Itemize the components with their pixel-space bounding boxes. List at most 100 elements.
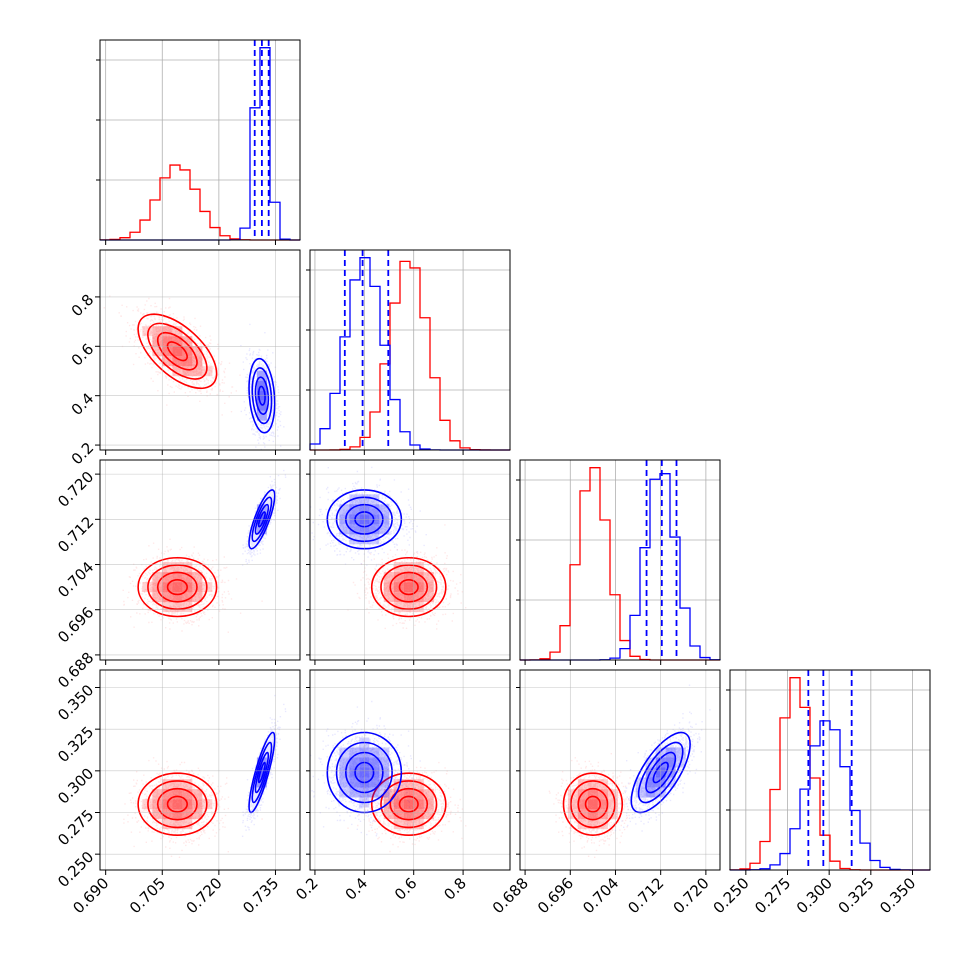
contour-series-1: [254, 503, 270, 535]
density-cell: [192, 572, 203, 583]
density-cell: [403, 809, 414, 820]
scatter-series-1: [614, 684, 711, 832]
density-cell: [172, 562, 183, 573]
density-cell: [665, 757, 676, 768]
density-cell: [172, 779, 183, 790]
y-tick-label: 0.300: [54, 764, 97, 807]
y-tick-label: 0.720: [54, 468, 97, 511]
density-cell: [182, 336, 193, 347]
contour-series-1: [248, 357, 276, 434]
y-tick-label: 0.325: [54, 723, 97, 766]
x-tick-label: 0.325: [835, 874, 878, 917]
density-cell: [587, 799, 598, 810]
contour-series-0: [370, 772, 447, 836]
density-cell: [256, 767, 267, 778]
density-cell: [162, 789, 173, 800]
contour-series-1: [645, 751, 677, 794]
density-cell: [403, 789, 414, 800]
density-cell: [369, 524, 380, 535]
density-cell: [393, 779, 404, 790]
density-cell: [182, 346, 193, 357]
contour-series-0: [156, 331, 198, 371]
density-cell: [162, 346, 173, 357]
density-cell: [182, 592, 193, 603]
density-cell: [162, 572, 173, 583]
density-cell: [349, 524, 360, 535]
density-cell: [152, 572, 163, 583]
density-cell: [162, 779, 173, 790]
density-cell: [162, 326, 173, 337]
density-cell: [635, 787, 646, 798]
panel-background: [310, 250, 510, 450]
x-tick-label: 0.688: [489, 874, 532, 917]
panel-frame: [99, 249, 301, 451]
contour-series-1: [652, 761, 669, 784]
density-cell: [567, 799, 578, 810]
panel-frame: [519, 669, 721, 871]
density-cell: [192, 346, 203, 357]
panel-content: [123, 694, 287, 858]
density-cell: [172, 366, 183, 377]
density-cell: [369, 787, 380, 798]
x-tick-label: 0.720: [183, 874, 226, 917]
density-cell: [152, 809, 163, 820]
density-cell: [413, 819, 424, 830]
density-cell: [349, 747, 360, 758]
density-cell: [182, 819, 193, 830]
density-cell: [172, 809, 183, 820]
density-cell: [152, 592, 163, 603]
density-cell: [383, 809, 394, 820]
contour-series-1: [257, 511, 266, 528]
panel-background: [310, 670, 510, 870]
density-cell: [393, 809, 404, 820]
density-cell: [423, 592, 434, 603]
density-cell: [172, 789, 183, 800]
density-cell: [403, 819, 414, 830]
contour-series-0: [370, 556, 447, 618]
density-cell: [192, 592, 203, 603]
panel-frame: [99, 459, 301, 661]
density-cell: [256, 370, 267, 381]
density-cell: [587, 779, 598, 790]
density-cell: [383, 572, 394, 583]
density-cell: [413, 809, 424, 820]
x-tick-label: 0.705: [126, 874, 169, 917]
contour-series-0: [380, 564, 438, 610]
contour-series-1: [251, 741, 273, 804]
contour-series-0: [584, 795, 602, 813]
density-cell: [182, 572, 193, 583]
x-tick-label: 0.704: [579, 874, 622, 917]
panel-frame: [99, 669, 301, 871]
contour-series-1: [254, 376, 270, 415]
x-tick-label: 0.735: [239, 874, 282, 917]
panel-frame: [729, 669, 931, 871]
density-cell: [379, 777, 390, 788]
scatter-series-0: [122, 538, 263, 633]
density-cell: [256, 400, 267, 411]
density-cell: [393, 819, 404, 830]
x-tick-label: 0.350: [876, 874, 919, 917]
density-cell: [172, 592, 183, 603]
density-cell: [587, 819, 598, 830]
density-cell: [383, 582, 394, 593]
contour-series-1: [251, 367, 273, 425]
density-cell: [403, 582, 414, 593]
density-cell: [182, 779, 193, 790]
density-cell: [339, 757, 350, 768]
panel-2-1: [306, 459, 511, 665]
density-cell: [339, 767, 350, 778]
x-tick-label: 0.2: [292, 874, 322, 904]
scatter-series-0: [347, 524, 467, 630]
density-cell: [349, 504, 360, 515]
density-cell: [413, 572, 424, 583]
density-cell: [182, 809, 193, 820]
panel-3-2: 0.688 0.696 0.704 0.712 0.720: [489, 669, 721, 917]
contour-series-0: [137, 772, 218, 836]
density-cell: [423, 582, 434, 593]
density-cell: [152, 789, 163, 800]
density-cell: [403, 562, 414, 573]
x-tick-label: 0.712: [624, 874, 667, 917]
